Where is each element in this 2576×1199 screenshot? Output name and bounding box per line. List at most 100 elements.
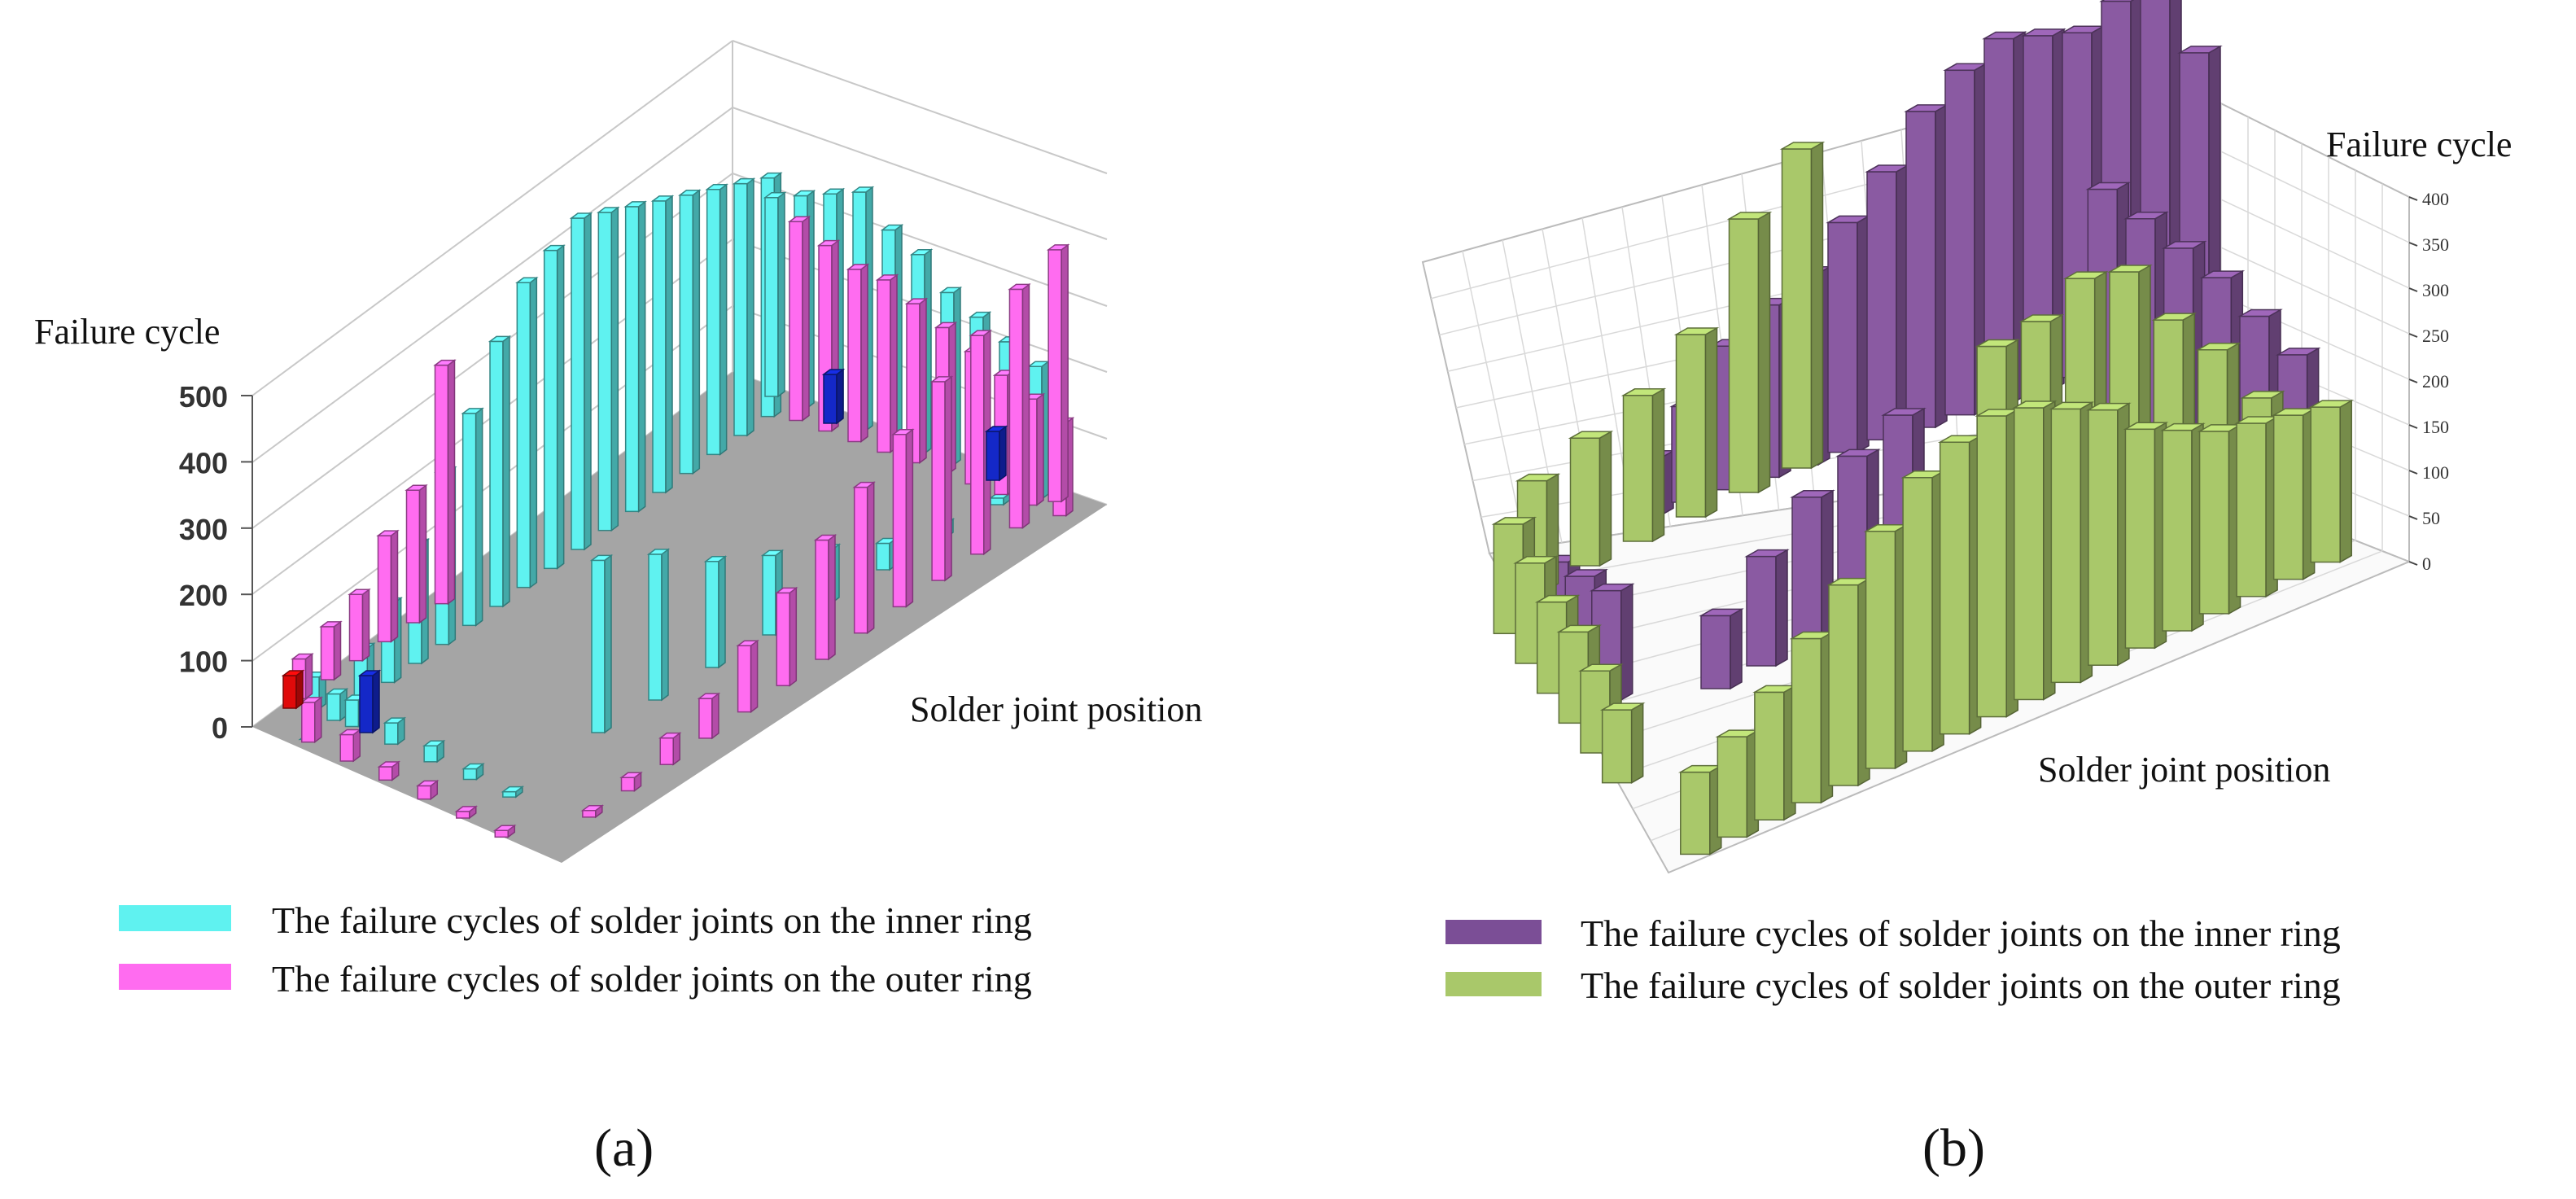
chart-a-xlabel: Solder joint position [910, 689, 1202, 729]
chart-a-legend-swatch-outer [119, 964, 231, 990]
chart-b-tick-label: 350 [2422, 234, 2449, 255]
chart-b-tick-label: 0 [2422, 554, 2431, 574]
chart-a-outer-front-bar-3 [697, 692, 721, 740]
chart-a-tick-label: 100 [179, 645, 228, 679]
chart-a-zlabel: Failure cycle [34, 312, 220, 352]
chart-b-legend-swatch-outer [1445, 972, 1542, 996]
chart-b-xlabel: Solder joint position [2038, 750, 2330, 790]
chart-b-outer-front-bar-10 [2049, 401, 2095, 684]
chart-b-outer-back-bar-4 [1726, 211, 1773, 494]
chart-b-outer-front-bar-11 [2086, 402, 2132, 667]
chart-a-inner-back-bar-11 [597, 206, 620, 532]
chart-a-outer-front-bar-5 [775, 586, 798, 687]
chart-b-inner-back-bar-5 [1826, 215, 1871, 453]
chart-b-outer-front-bar-3 [1789, 631, 1835, 804]
chart-b-tick-label: 150 [2422, 417, 2449, 437]
chart-b-tick-label: 250 [2422, 326, 2449, 346]
chart-a-inner-front-bar-1 [646, 548, 671, 702]
chart-b-tick-label: 400 [2422, 189, 2449, 209]
chart-a-highlight-blue-bar-3 [984, 425, 1008, 482]
chart-a-inner-back-bar-16 [732, 177, 756, 437]
chart-b-inner-front-bar-2 [1790, 489, 1835, 645]
chart-a-tick-label: 500 [179, 380, 228, 414]
chart-b-legend-label-outer: The failure cycles of solder joints on t… [1581, 965, 2341, 1006]
panel-b-label: (b) [1922, 1118, 1985, 1178]
chart-a-outer-back-bar-5 [433, 359, 457, 606]
chart-a-inner-front-bar-0 [589, 554, 614, 734]
chart-b-outer-front-bar-14 [2197, 423, 2243, 615]
chart-b-outer-front-bar-9 [2011, 400, 2058, 701]
chart-b-outer-front-bar-17 [2308, 399, 2355, 563]
chart-a-highlight-blue-bar-1 [357, 669, 382, 734]
chart-a-outer-left-bar-4 [454, 805, 478, 820]
chart-b-inner-back-bar-6 [1865, 164, 1910, 441]
chart-a-inner-left-bar-4 [461, 762, 485, 781]
chart-a-inner-back-bar-1 [325, 687, 349, 722]
panel-a-label: (a) [594, 1118, 654, 1178]
chart-b-legend-swatch-inner [1445, 920, 1542, 944]
chart-b-outer-front-bar-12 [2123, 422, 2169, 650]
chart-a-outer-right-bar-4 [904, 297, 929, 464]
chart-b-outer-front-bar-0 [1677, 764, 1724, 855]
chart-a-inner-left-bar-2 [383, 716, 407, 746]
chart-b-outer-front-bar-7 [1937, 434, 1983, 735]
chart-a-outer-back-bar-2 [348, 588, 371, 663]
chart-a-outer-back-bar-3 [376, 529, 400, 643]
chart-b-inner-back-bar-7 [1904, 103, 1949, 429]
chart-a-outer-front-bar-4 [736, 639, 759, 714]
chart-b-bars [1491, 0, 2355, 855]
chart-a-legend-label-inner: The failure cycles of solder joints on t… [272, 899, 1032, 941]
chart-a-tick-label: 300 [179, 513, 228, 546]
chart-a-outer-right-bar-0 [787, 215, 811, 422]
chart-a-tick-label: 200 [179, 579, 228, 612]
chart-a-tick-label: 400 [179, 446, 228, 479]
chart-a-outer-back-bar-4 [405, 484, 428, 624]
chart-b-outer-front-bar-1 [1715, 729, 1761, 838]
chart-b-inner-front-bar-1 [1744, 549, 1790, 667]
chart-a-outer-left-bar-3 [416, 779, 440, 801]
chart-a-outer-back-bar-1 [319, 620, 343, 681]
chart-b-outer-front-bar-16 [2271, 407, 2317, 580]
chart-a-outer-front-bar-12 [1046, 243, 1070, 503]
chart-a: 0 100 200 300 400 500 Failure cycle Solder jo… [34, 40, 1202, 1178]
chart-b: 0 50 100 150 200 250 300 350 400 Failure cycle S… [1421, 0, 2512, 1178]
chart-a-legend-label-outer: The failure cycles of solder joints on t… [272, 958, 1032, 1000]
chart-b-outer-front-bar-4 [1826, 577, 1872, 787]
chart-b-outer-back-bar-5 [1779, 141, 1826, 470]
chart-b-z-ticks: 0 50 100 150 200 250 300 350 400 [2408, 189, 2449, 574]
chart-b-legend: The failure cycles of solder joints on t… [1445, 912, 2341, 1006]
chart-a-z-ticks: 0 100 200 300 400 500 [179, 380, 252, 745]
chart-b-legend-label-inner: The failure cycles of solder joints on t… [1581, 912, 2341, 954]
chart-a-highlight-blue-bar-2 [821, 368, 846, 425]
chart-a-outer-front-bar-11 [1008, 282, 1031, 529]
chart-a-outer-front-bar-7 [852, 481, 876, 635]
chart-b-outer-back-bar-3 [1673, 326, 1720, 519]
chart-a-outer-right-bar-3 [875, 273, 899, 453]
chart-b-outer-back-bar-2 [1620, 387, 1667, 543]
chart-a-inner-back-bar-8 [515, 276, 539, 589]
chart-a-inner-back-bar-9 [542, 244, 566, 570]
chart-a-inner-right-bar-0 [763, 191, 787, 398]
chart-b-outer-front-bar-6 [1900, 470, 1946, 753]
chart-a-outer-left-bar-0 [300, 696, 323, 744]
chart-a-highlight-red-bar [281, 669, 305, 710]
chart-a-inner-back-bar-6 [461, 407, 484, 627]
chart-a-inner-left-bar-5 [501, 785, 525, 799]
chart-a-back-gridlines [251, 40, 1108, 728]
chart-a-inner-back-bar-10 [569, 212, 593, 551]
chart-a-inner-left-bar-3 [422, 739, 446, 764]
chart-a-outer-front-bar-1 [619, 771, 643, 793]
chart-a-inner-back-bar-15 [705, 183, 728, 456]
chart-b-outer-front-bar-8 [1975, 408, 2021, 718]
chart-b-tick-label: 200 [2422, 371, 2449, 392]
chart-a-inner-back-bar-12 [623, 200, 647, 513]
chart-a-outer-front-bar-2 [658, 732, 682, 766]
chart-a-bars [281, 172, 1075, 838]
chart-b-outer-front-bar-5 [1863, 523, 1909, 770]
chart-b-outer-front-bar-2 [1752, 685, 1798, 821]
chart-a-outer-front-bar-0 [580, 804, 605, 819]
chart-a-legend-swatch-inner [119, 905, 231, 931]
chart-a-outer-front-bar-6 [813, 533, 838, 661]
chart-a-inner-back-bar-14 [678, 189, 702, 475]
